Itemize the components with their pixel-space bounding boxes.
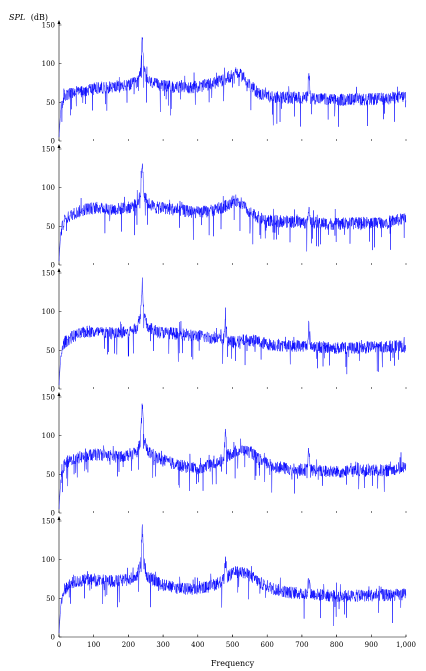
panels: 0501001500501001500501001500501001500501… xyxy=(42,20,407,642)
spl-trace xyxy=(58,277,406,386)
x-tick-label: 1,000 xyxy=(396,641,416,649)
y-tick-label: 0 xyxy=(51,510,55,518)
y-axis-arrow xyxy=(57,516,61,520)
spl-trace xyxy=(58,37,407,138)
y-tick-label: 100 xyxy=(42,432,55,440)
y-tick-label: 100 xyxy=(42,60,55,68)
y-axis-arrow xyxy=(57,20,61,24)
x-tick-label: 200 xyxy=(122,641,135,649)
y-axis-arrow xyxy=(57,268,61,272)
spl-trace xyxy=(58,163,407,262)
x-tick-label: 800 xyxy=(330,641,343,649)
y-tick-label: 100 xyxy=(42,308,55,316)
y-axis-arrow xyxy=(57,392,61,396)
x-tick-label: 100 xyxy=(87,641,100,649)
panel-4: 0 50 100 150 xyxy=(42,392,407,518)
spl-trace xyxy=(58,524,407,634)
y-tick-label: 50 xyxy=(46,471,55,479)
spl-trace xyxy=(58,403,407,510)
y-tick-label: 150 xyxy=(42,394,55,402)
y-tick-label: 150 xyxy=(42,518,55,526)
y-axis-title: SPL (dB) xyxy=(9,13,48,22)
x-tick-label: 400 xyxy=(191,641,204,649)
y-tick-label: 100 xyxy=(42,556,55,564)
y-tick-label: 150 xyxy=(42,22,55,30)
x-tick-label: 500 xyxy=(226,641,239,649)
panel-1: 0 50 100 150 xyxy=(42,20,407,146)
y-tick-label: 150 xyxy=(42,146,55,154)
x-tick-label: 300 xyxy=(156,641,169,649)
y-tick-label: 0 xyxy=(51,262,55,270)
y-tick-label: 100 xyxy=(42,184,55,192)
svg-text:SPL (dB): SPL (dB) xyxy=(9,13,48,22)
y-tick-label: 50 xyxy=(46,595,55,603)
y-tick-label: 50 xyxy=(46,347,55,355)
panel-2: 0 50 100 150 xyxy=(42,144,407,270)
x-axis-title: Frequency xyxy=(211,659,255,668)
x-axis: 0 100 200 300 400 500 600 700 800 900 1,000 xyxy=(57,634,416,649)
y-tick-label: 50 xyxy=(46,99,55,107)
x-tick-label: 0 xyxy=(57,641,61,649)
panel-3: 0 50 100 150 xyxy=(42,268,407,394)
y-tick-label: 0 xyxy=(51,634,55,642)
y-axis-title-variable: SPL xyxy=(9,13,25,22)
x-tick-label: 700 xyxy=(295,641,308,649)
y-axis-arrow xyxy=(57,144,61,148)
x-tick-label: 600 xyxy=(261,641,274,649)
y-tick-label: 150 xyxy=(42,270,55,278)
y-tick-label: 50 xyxy=(46,223,55,231)
y-axis-title-unit: (dB) xyxy=(31,13,48,22)
panel-5: 0 50 100 150 xyxy=(42,516,407,642)
y-tick-label: 0 xyxy=(51,386,55,394)
y-tick-label: 0 xyxy=(51,138,55,146)
x-tick-label: 900 xyxy=(365,641,378,649)
